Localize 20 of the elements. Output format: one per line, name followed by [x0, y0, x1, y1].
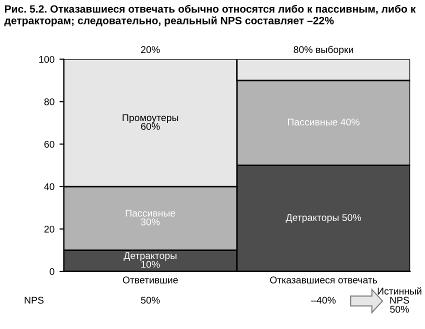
y-tick-label: 60 [44, 140, 54, 148]
y-tick-label: 20 [44, 226, 54, 233]
text: NPS [24, 296, 44, 304]
data-label: Детракторы 50% [286, 214, 361, 223]
data-label: Пассивные 30% [126, 210, 176, 226]
data-label: Детракторы 10% [124, 252, 176, 268]
text: 50% [141, 296, 160, 304]
chart-title: Рис. 5.2. Отказавшиеся отвечать обычно относятся либо к пассивным, либо к детракторам; следовательно, реальный NPS составляет –22% [4, 4, 416, 26]
text: 80% выборки [294, 46, 354, 55]
x-tick-label: Отказавшиеся отвечать [270, 276, 378, 284]
y-tick-label: 80 [44, 98, 54, 106]
text: 20% [141, 46, 160, 54]
x-tick-label: Ответившие [122, 276, 178, 284]
y-tick-label: 40 [44, 183, 54, 190]
data-label: Промоутеры 60% [122, 114, 178, 130]
text: –40% [311, 296, 336, 304]
y-tick-label: 100 [39, 56, 54, 63]
y-tick-label: 0 [50, 268, 54, 276]
data-label: Пассивные 40% [288, 118, 360, 126]
text: Истинный NPS 50% [378, 287, 422, 313]
